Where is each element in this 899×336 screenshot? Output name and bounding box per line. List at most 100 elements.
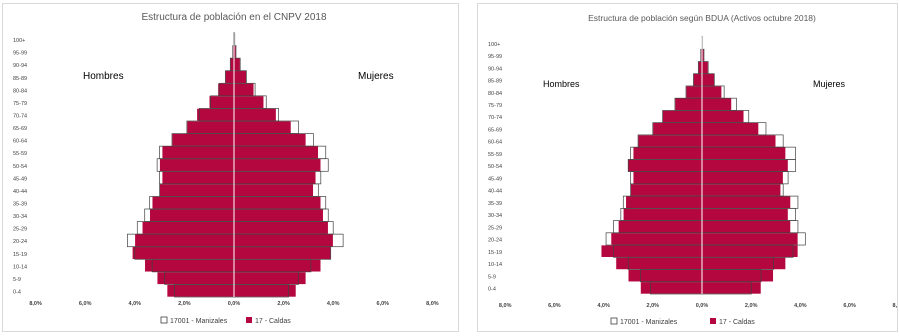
age-group-label: 85-89	[13, 76, 27, 82]
age-group-label: 40-44	[13, 189, 27, 195]
age-group-label: 20-24	[13, 239, 27, 245]
bar-caldas-men	[626, 196, 702, 208]
bar-caldas-men	[218, 83, 234, 96]
bar-caldas-women	[702, 147, 786, 159]
bar-caldas-women	[702, 221, 791, 233]
age-group-label: 0-4	[488, 287, 496, 293]
bar-caldas-men	[611, 233, 702, 245]
x-tick-label: 2,0%	[277, 301, 290, 307]
x-tick-label: 6,0%	[79, 301, 92, 307]
bar-caldas-men	[160, 184, 234, 197]
x-tick-label: 4,0%	[794, 303, 807, 309]
age-group-label: 75-79	[13, 101, 27, 107]
bar-caldas-men	[142, 222, 234, 235]
bar-caldas-women	[702, 233, 798, 245]
age-group-label: 90-94	[13, 63, 27, 69]
bar-caldas-women	[702, 172, 783, 184]
bar-caldas-men	[628, 159, 702, 171]
age-group-label: 0-4	[13, 289, 21, 295]
age-group-label: 20-24	[488, 238, 502, 244]
x-tick-label: 4,0%	[597, 303, 610, 309]
bar-caldas-women	[234, 83, 254, 96]
bar-caldas-women	[702, 270, 773, 282]
bar-caldas-men	[663, 110, 702, 122]
bar-caldas-women	[702, 135, 776, 147]
bar-caldas-women	[234, 272, 306, 285]
bar-caldas-men	[160, 159, 234, 172]
age-group-label: 50-54	[13, 164, 27, 170]
bar-caldas-men	[618, 221, 702, 233]
age-group-label: 55-59	[13, 151, 27, 157]
age-group-label: 35-39	[488, 201, 502, 207]
bar-caldas-women	[702, 245, 798, 257]
bar-caldas-women	[702, 110, 744, 122]
bar-caldas-men	[601, 245, 702, 257]
age-group-label: 65-69	[488, 127, 502, 133]
age-group-label: 5-9	[488, 274, 496, 280]
age-group-label: 60-64	[13, 139, 27, 145]
legend-label-manizales: 17001 - Manizales	[170, 318, 228, 325]
bar-caldas-men	[616, 257, 702, 269]
bar-caldas-men	[230, 58, 234, 71]
legend-label-manizales: 17001 - Manizales	[620, 319, 678, 326]
bar-caldas-men	[209, 96, 234, 109]
bar-caldas-men	[145, 259, 234, 272]
bar-caldas-women	[234, 96, 264, 109]
age-group-label: 45-49	[13, 176, 27, 182]
age-group-label: 100+	[13, 38, 25, 44]
age-group-label: 70-74	[488, 115, 502, 121]
bar-caldas-men	[187, 121, 234, 134]
chart-panel-bdua: Estructura de población según BDUA (Acti…	[477, 3, 898, 332]
bar-caldas-men	[631, 184, 702, 196]
bar-caldas-women	[702, 282, 761, 294]
bar-caldas-women	[234, 146, 318, 159]
age-group-label: 30-34	[13, 214, 27, 220]
x-tick-label: 8,0%	[893, 303, 897, 309]
bar-caldas-women	[234, 184, 313, 197]
legend-swatch-caldas	[246, 317, 252, 323]
bar-caldas-men	[172, 134, 234, 147]
bar-caldas-women	[702, 86, 722, 98]
bar-caldas-women	[234, 121, 291, 134]
bar-caldas-men	[167, 284, 234, 297]
age-group-label: 55-59	[488, 152, 502, 158]
bar-caldas-women	[234, 171, 316, 184]
x-tick-label: 2,0%	[178, 301, 191, 307]
age-group-label: 30-34	[488, 213, 502, 219]
bar-caldas-women	[234, 222, 328, 235]
bar-caldas-men	[698, 61, 702, 73]
age-group-label: 50-54	[488, 164, 502, 170]
age-group-label: 80-84	[13, 88, 27, 94]
x-tick-label: 2,0%	[647, 303, 660, 309]
bar-caldas-men	[633, 147, 702, 159]
bar-caldas-men	[152, 196, 234, 209]
bar-caldas-women	[234, 108, 276, 121]
bar-caldas-women	[702, 74, 714, 86]
bar-caldas-women	[234, 247, 331, 260]
x-tick-label: 0,0%	[696, 303, 709, 309]
right-group-label: Mujeres	[813, 79, 846, 89]
legend-label-caldas: 17 - Caldas	[255, 318, 291, 325]
bar-caldas-women	[234, 259, 321, 272]
x-tick-label: 0,0%	[228, 301, 241, 307]
left-group-label: Hombres	[543, 79, 580, 89]
right-group-label: Mujeres	[358, 71, 394, 82]
x-tick-label: 8,0%	[426, 301, 439, 307]
bar-caldas-men	[628, 270, 702, 282]
x-tick-label: 6,0%	[377, 301, 390, 307]
bar-caldas-men	[150, 209, 234, 222]
bar-caldas-men	[633, 172, 702, 184]
bar-caldas-women	[702, 196, 791, 208]
age-group-label: 85-89	[488, 79, 502, 85]
age-group-label: 45-49	[488, 176, 502, 182]
bar-caldas-women	[234, 159, 321, 172]
bar-caldas-men	[162, 146, 234, 159]
age-group-label: 70-74	[13, 113, 27, 119]
bar-caldas-men	[693, 74, 702, 86]
bar-caldas-women	[234, 58, 240, 71]
age-group-label: 60-64	[488, 140, 502, 146]
legend-swatch-manizales	[161, 317, 167, 323]
bar-caldas-women	[234, 284, 296, 297]
bar-caldas-women	[702, 208, 788, 220]
age-group-label: 40-44	[488, 189, 502, 195]
